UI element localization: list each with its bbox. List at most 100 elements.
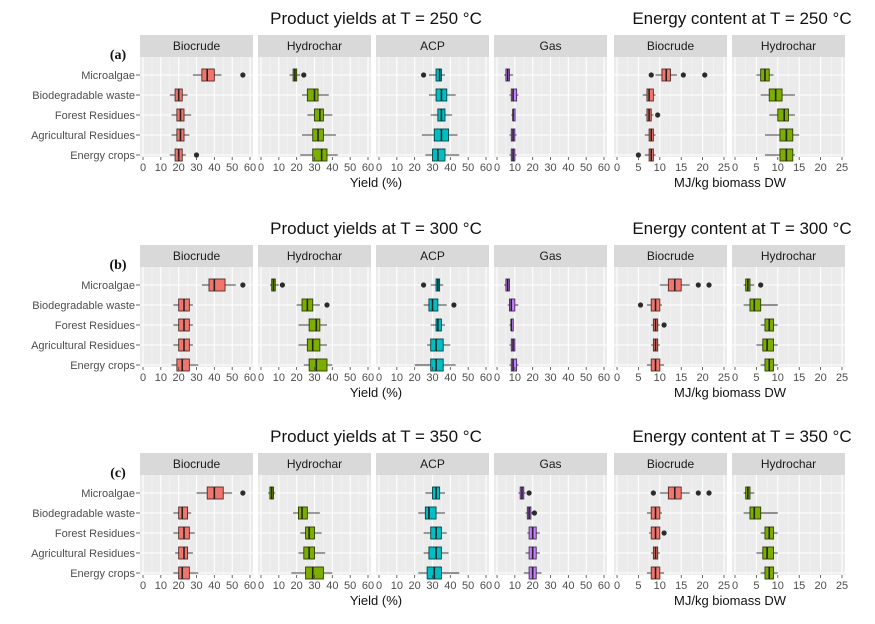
outlier-point [301,72,306,77]
yield-panel-title: Product yields at T = 300 °C [270,219,482,238]
panel-yield-hydrochar-1: Hydrochar 0 10 20 30 40 50 60 [258,245,374,384]
x-tick-label: 60 [362,372,374,384]
x-tick-label: 20 [173,372,185,384]
x-tick-label: 20 [527,162,539,174]
facet-strip-label: Gas [539,39,561,53]
x-tick-label: 60 [480,580,492,592]
panel-yield-acp-2: ACP0 10 20 30 40 50 60 [376,453,492,592]
x-tick-label: 40 [562,372,574,384]
facet-strip-label: Hydrochar [287,457,342,471]
x-tick-label: 0 [614,372,620,384]
x-tick-label: 10 [391,372,403,384]
x-tick-label: 0 [140,162,146,174]
facet-strip-label: Biocrude [647,39,695,53]
energy-panel-title: Energy content at T = 250 °C [632,9,851,28]
x-tick-label: 0 [614,580,620,592]
box [509,299,514,311]
category-label-biodegradable-waste: Biodegradable waste [32,90,135,102]
x-tick-label: 50 [462,162,474,174]
box [298,507,307,519]
x-tick-label: 30 [544,372,556,384]
panel-letter-yield: (c) [110,466,126,481]
panel-letter-yield: (b) [109,258,126,273]
panel-energy-hydrochar-1: Hydrochar 0 5 10 15 20 25 [732,245,848,384]
facet-strip-label: Gas [539,457,561,471]
outlier-point [651,490,656,495]
panel-yield-acp-0: ACP 0 10 20 30 40 50 60 [376,35,492,174]
x-tick-label: 20 [814,162,826,174]
x-tick-label: 15 [675,162,687,174]
x-tick-label: 20 [527,580,539,592]
box [750,299,761,311]
x-tick-label: 50 [226,580,238,592]
outlier-point [532,510,537,515]
box [511,89,516,101]
x-tick-label: 20 [409,372,421,384]
box [309,319,320,331]
x-tick-label: 15 [675,580,687,592]
x-tick-label: 60 [598,580,610,592]
x-tick-label: 10 [273,372,285,384]
x-tick-label: 0 [258,162,264,174]
x-tick-label: 60 [480,372,492,384]
outlier-point [421,282,426,287]
box [425,507,436,519]
x-tick-label: 20 [173,162,185,174]
x-tick-label: 0 [494,162,500,174]
x-tick-label: 0 [732,372,738,384]
outlier-point [758,282,763,287]
x-tick-label: 5 [753,162,759,174]
x-tick-label: 50 [226,372,238,384]
outlier-point [280,282,285,287]
x-tick-label: 20 [291,372,303,384]
category-label-biodegradable-waste: Biodegradable waste [32,300,135,312]
outlier-point [638,302,643,307]
panel-energy-biocrude-0: Biocrude0 5 10 15 20 25 [614,35,730,174]
category-label-energy-crops: Energy crops [70,150,135,162]
box [436,319,441,331]
x-tick-label: 60 [362,162,374,174]
x-tick-label: 5 [635,580,641,592]
x-tick-label: 60 [480,162,492,174]
x-tick-label: 10 [772,580,784,592]
x-tick-label: 60 [598,162,610,174]
x-tick-label: 30 [544,580,556,592]
outlier-point [702,72,707,77]
x-tick-label: 10 [654,372,666,384]
x-tick-label: 15 [793,580,805,592]
x-tick-label: 0 [140,372,146,384]
x-tick-label: 0 [258,580,264,592]
panel-yield-gas-1: Gas 0 10 20 30 40 50 60 [494,245,610,384]
outlier-point [451,302,456,307]
category-label-agricultural-residues: Agricultural Residues [31,340,135,352]
x-tick-label: 25 [836,162,848,174]
x-tick-label: 60 [244,372,256,384]
box [307,339,319,351]
x-tick-label: 20 [696,162,708,174]
x-tick-label: 50 [344,580,356,592]
x-tick-label: 10 [509,372,521,384]
x-tick-label: 20 [527,372,539,384]
box [306,527,315,539]
x-tick-label: 30 [190,372,202,384]
facet-strip-label: ACP [420,457,445,471]
category-label-microalgae: Microalgae [81,280,135,292]
x-tick-label: 0 [614,162,620,174]
outlier-point [240,72,245,77]
facet-strip-label: Biocrude [173,39,221,53]
x-tick-label: 25 [836,580,848,592]
outlier-point [655,112,660,117]
outlier-point [324,302,329,307]
panel-yield-hydrochar-0: Hydrochar0 10 20 30 40 50 60 [258,35,374,174]
box [763,547,774,559]
x-tick-label: 20 [173,580,185,592]
x-tick-label: 40 [208,162,220,174]
box [431,339,443,351]
x-tick-label: 15 [793,372,805,384]
energy-axis-label: MJ/kg biomass DW [674,385,787,400]
x-tick-label: 50 [580,372,592,384]
outlier-point [661,322,666,327]
energy-panel-title: Energy content at T = 350 °C [632,427,851,446]
box [647,89,653,101]
box [778,109,789,121]
